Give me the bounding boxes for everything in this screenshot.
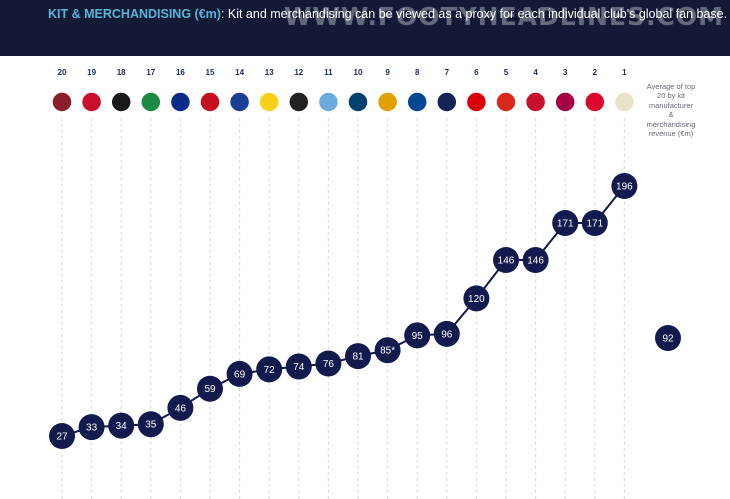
club-crest-icon-15 — [199, 91, 221, 113]
club-crest-icon-12 — [288, 91, 310, 113]
average-value-label: 92 — [662, 334, 674, 345]
chart-title: KIT & MERCHANDISING (€m): Kit and mercha… — [48, 7, 727, 21]
data-point-10 — [345, 343, 371, 370]
data-label-5: 146 — [498, 256, 515, 267]
club-crest-icon-5 — [495, 91, 517, 113]
data-point-5 — [493, 247, 519, 273]
rank-label-8: 8 — [415, 68, 420, 77]
rank-label-7: 7 — [445, 68, 450, 77]
data-point-19 — [78, 414, 105, 441]
chart-title-rest: : Kit and merchandising can be viewed as… — [220, 7, 728, 21]
club-crest-icon-9 — [376, 91, 399, 113]
rank-label-9: 9 — [385, 68, 390, 77]
club-crest-icon-18 — [110, 91, 132, 113]
series-line-path — [61, 185, 626, 437]
data-point-15 — [197, 375, 223, 402]
rank-label-4: 4 — [533, 68, 538, 77]
rank-label-1: 1 — [622, 68, 627, 77]
rank-label-13: 13 — [265, 68, 274, 77]
data-label-9: 85* — [380, 346, 395, 357]
average-point — [655, 325, 681, 351]
rank-label-15: 15 — [206, 68, 215, 77]
data-point-6 — [463, 285, 490, 312]
club-crest-icon-19 — [80, 91, 103, 113]
data-point-7 — [433, 320, 460, 347]
data-label-13: 72 — [264, 365, 276, 376]
rank-label-3: 3 — [563, 68, 568, 77]
rank-label-19: 19 — [87, 68, 96, 77]
club-crest-icon-10 — [347, 91, 369, 113]
watermark: WWW.FOOTYHEADLINES.COM — [283, 2, 724, 31]
series-line — [61, 185, 626, 437]
data-label-10: 81 — [352, 352, 364, 363]
chart-grid — [61, 118, 625, 499]
rank-label-20: 20 — [58, 68, 67, 77]
club-crest-icon-16 — [169, 91, 192, 113]
rank-labels: 20 19 18 17 16 15 14 13 12 11 10 9 8 7 6 5 4 3 2 1 — [58, 68, 628, 77]
data-label-6: 120 — [468, 294, 485, 305]
club-crest-icon-6 — [465, 91, 488, 113]
club-crests — [51, 91, 636, 113]
rank-label-6: 6 — [474, 68, 479, 77]
data-point-8 — [404, 322, 431, 349]
club-crest-icon-4 — [524, 91, 547, 113]
data-point-17 — [137, 411, 164, 438]
club-crest-icon-13 — [258, 91, 280, 113]
club-crest-icon-11 — [317, 91, 340, 113]
data-point-12 — [285, 353, 312, 380]
rank-label-12: 12 — [294, 68, 303, 77]
data-point-13 — [256, 356, 283, 383]
data-label-16: 46 — [175, 403, 187, 414]
data-label-12: 74 — [293, 362, 305, 373]
club-crest-icon-20 — [51, 91, 73, 113]
rank-label-2: 2 — [593, 68, 598, 77]
data-point-3 — [552, 210, 579, 236]
rank-label-11: 11 — [324, 68, 333, 77]
data-point-20 — [49, 423, 75, 449]
data-label-2: 171 — [586, 219, 603, 230]
data-point-11 — [315, 350, 342, 377]
rank-label-18: 18 — [117, 68, 126, 77]
data-label-7: 96 — [441, 329, 453, 340]
rank-label-16: 16 — [176, 68, 185, 77]
rank-label-14: 14 — [235, 68, 244, 77]
chart-title-highlight: KIT & MERCHANDISING (€m) — [48, 7, 221, 21]
data-label-8: 95 — [412, 331, 424, 342]
average-marker: 92 — [655, 325, 681, 351]
rank-label-5: 5 — [504, 68, 509, 77]
club-crest-icon-14 — [228, 91, 251, 113]
data-label-1: 196 — [616, 182, 633, 193]
data-point-9 — [374, 337, 401, 364]
club-crest-icon-8 — [406, 91, 428, 113]
data-point-18 — [108, 412, 135, 439]
data-label-20: 27 — [56, 432, 68, 443]
data-label-17: 35 — [145, 420, 157, 431]
data-points: 27 33 34 35 46 59 69 72 74 76 81 85* 95 96 120 146 146 17… — [49, 173, 638, 449]
data-point-16 — [167, 394, 194, 421]
data-point-14 — [226, 360, 253, 387]
club-crest-icon-2 — [584, 91, 606, 113]
average-label: Average of top 20 by kit manufacturer & … — [646, 82, 696, 139]
data-label-4: 146 — [527, 256, 544, 267]
club-crest-icon-17 — [140, 91, 162, 113]
data-point-1 — [611, 173, 638, 199]
data-label-19: 33 — [86, 423, 98, 434]
header-banner: KIT & MERCHANDISING (€m): Kit and mercha… — [0, 0, 730, 56]
data-label-11: 76 — [323, 359, 335, 370]
data-label-14: 69 — [234, 369, 246, 380]
club-crest-icon-1 — [613, 91, 636, 113]
data-label-15: 59 — [204, 384, 216, 395]
data-label-3: 171 — [557, 219, 574, 230]
rank-label-17: 17 — [146, 68, 155, 77]
rank-label-10: 10 — [354, 68, 363, 77]
data-label-18: 34 — [116, 421, 128, 432]
data-point-2 — [581, 210, 608, 236]
club-crest-icon-3 — [554, 91, 576, 113]
club-crest-icon-7 — [436, 91, 458, 113]
data-point-4 — [522, 247, 549, 273]
